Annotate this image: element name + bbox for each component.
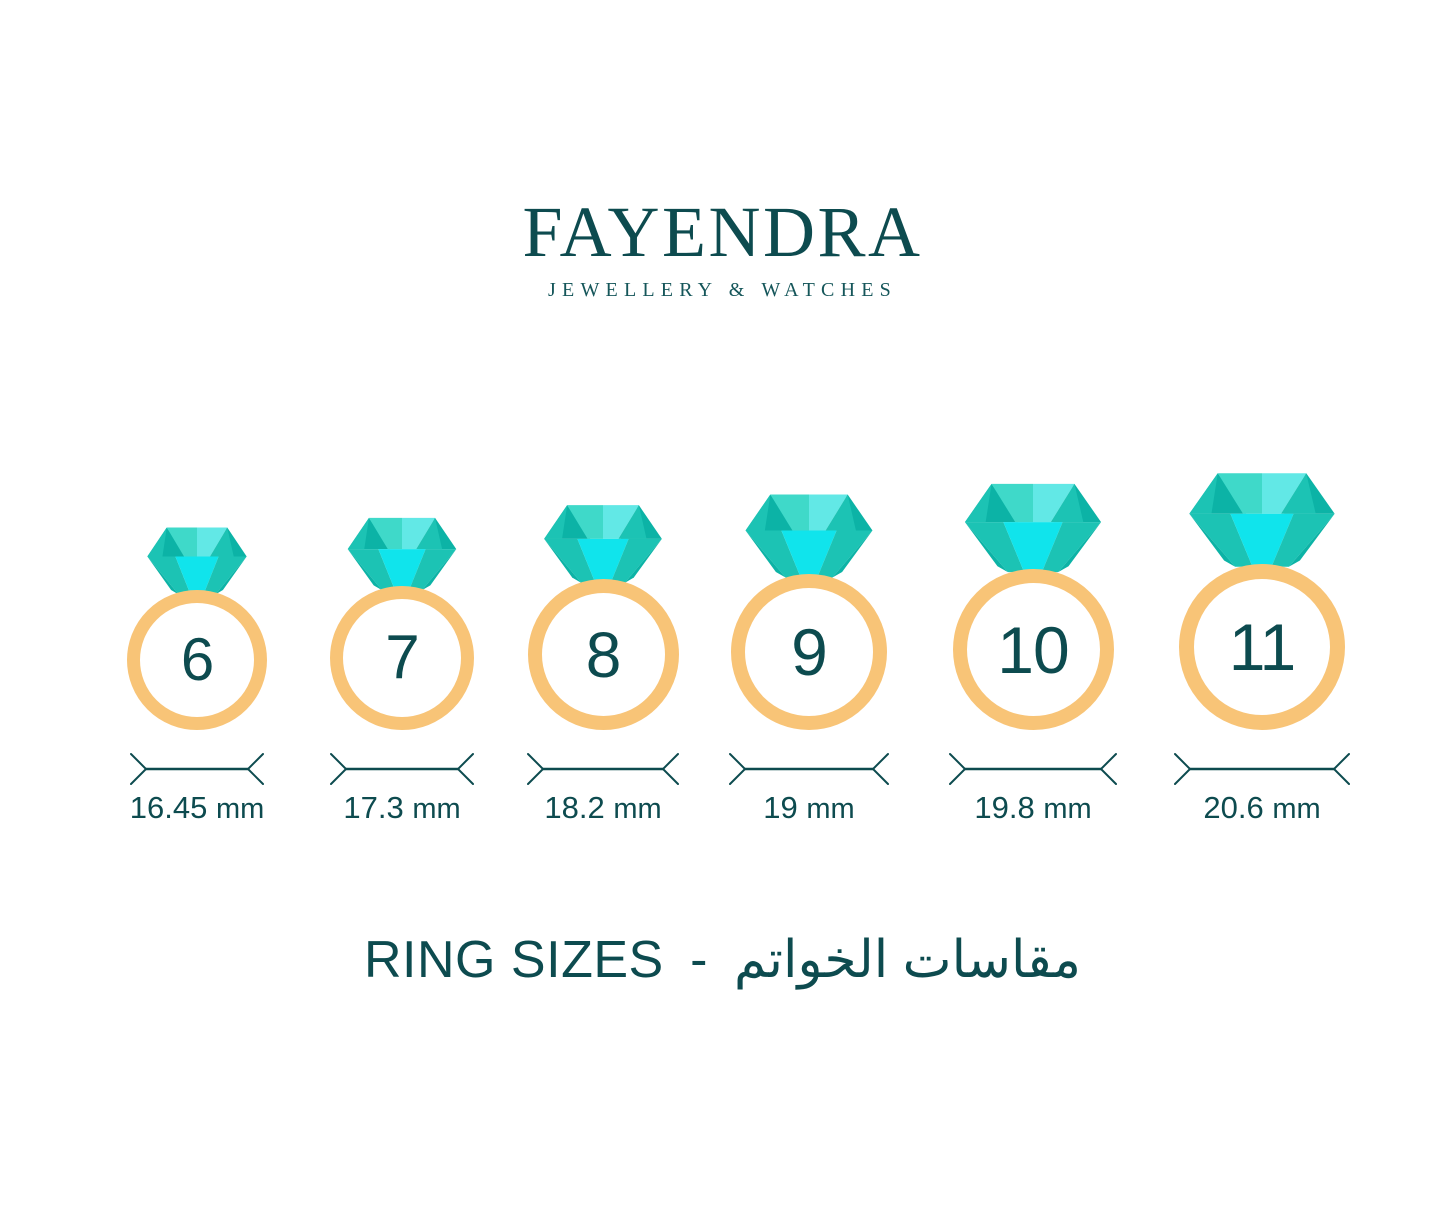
- diamond-gem-icon: [1189, 473, 1335, 567]
- ring-size-cell-9[interactable]: 9 19 mm: [729, 489, 889, 824]
- ring-size-label: 6: [180, 626, 214, 693]
- caption-arabic: مقاسات الخواتم: [733, 931, 1082, 989]
- diameter-value: 16.45: [129, 790, 208, 825]
- ring-diameter-label: 18.2 mm: [544, 792, 661, 824]
- brand-header: FAYENDRA JEWELLERY & WATCHES: [0, 192, 1445, 302]
- ring-size-cell-10[interactable]: 10 19.8 mm: [949, 478, 1117, 824]
- diamond-gem-icon: [745, 494, 873, 578]
- diameter-unit: mm: [806, 793, 855, 825]
- ring-size-cell-11[interactable]: 11 20.6 mm: [1174, 467, 1350, 824]
- caption-english: RING SIZES: [363, 931, 664, 989]
- diameter-value: 20.6: [1203, 790, 1264, 825]
- diamond-gem-icon: [347, 517, 457, 591]
- ring-band-7: 7: [330, 586, 474, 730]
- ring-diameter-label: 16.45 mm: [130, 792, 265, 824]
- diameter-value: 17.3: [343, 790, 404, 825]
- diamond-gem-icon: [544, 505, 662, 583]
- diamond-gem-icon: [147, 527, 247, 595]
- diameter-unit: mm: [215, 793, 265, 825]
- dimension-arrow-icon: [330, 753, 474, 785]
- ring-size-row: 6 16.45 mm: [0, 444, 1445, 824]
- ring-size-label: 7: [385, 623, 419, 692]
- caption-separator: -: [690, 931, 708, 989]
- ring-size-label: 9: [791, 615, 828, 689]
- dimension-arrow-icon: [1174, 753, 1350, 785]
- ring-size-cell-8[interactable]: 8 18.2 mm: [527, 500, 679, 824]
- diameter-value: 19: [763, 790, 798, 825]
- diameter-unit: mm: [1272, 793, 1321, 825]
- ring-size-cell-7[interactable]: 7 17.3 mm: [330, 513, 474, 824]
- ring-band-10: 10: [952, 569, 1114, 730]
- ring-diameter-label: 17.3 mm: [343, 792, 460, 824]
- dimension-arrow-icon: [949, 753, 1117, 785]
- ring-illustration-9: 9: [731, 489, 887, 730]
- ring-diameter-label: 19.8 mm: [974, 792, 1091, 824]
- chart-caption: RING SIZES - مقاسات الخواتم: [0, 931, 1445, 989]
- diameter-unit: mm: [613, 793, 662, 825]
- ring-diameter-label: 20.6 mm: [1203, 792, 1320, 824]
- ring-band-11: 11: [1179, 564, 1345, 730]
- ring-size-label: 8: [585, 618, 622, 691]
- ring-illustration-10: 10: [952, 478, 1114, 730]
- diamond-gem-icon: [964, 483, 1102, 573]
- diameter-value: 18.2: [544, 790, 605, 825]
- ring-band-8: 8: [527, 579, 679, 730]
- dimension-arrow-icon: [527, 753, 679, 785]
- ring-size-label: 11: [1228, 610, 1297, 684]
- ring-illustration-7: 7: [330, 513, 474, 730]
- ring-band-6: 6: [127, 590, 267, 730]
- diameter-value: 19.8: [974, 790, 1035, 825]
- ring-size-label: 10: [997, 612, 1069, 687]
- dimension-arrow-icon: [729, 753, 889, 785]
- diameter-unit: mm: [412, 793, 461, 825]
- ring-diameter-label: 19 mm: [763, 792, 854, 824]
- brand-tagline: JEWELLERY & WATCHES: [548, 279, 897, 302]
- diameter-unit: mm: [1043, 793, 1092, 825]
- ring-illustration-11: 11: [1179, 467, 1345, 730]
- ring-illustration-8: 8: [527, 500, 679, 730]
- brand-name: FAYENDRA: [522, 192, 923, 272]
- ring-illustration-6: 6: [127, 523, 267, 730]
- dimension-arrow-icon: [130, 753, 264, 785]
- ring-band-9: 9: [731, 574, 887, 730]
- ring-size-cell-6[interactable]: 6 16.45 mm: [127, 523, 267, 824]
